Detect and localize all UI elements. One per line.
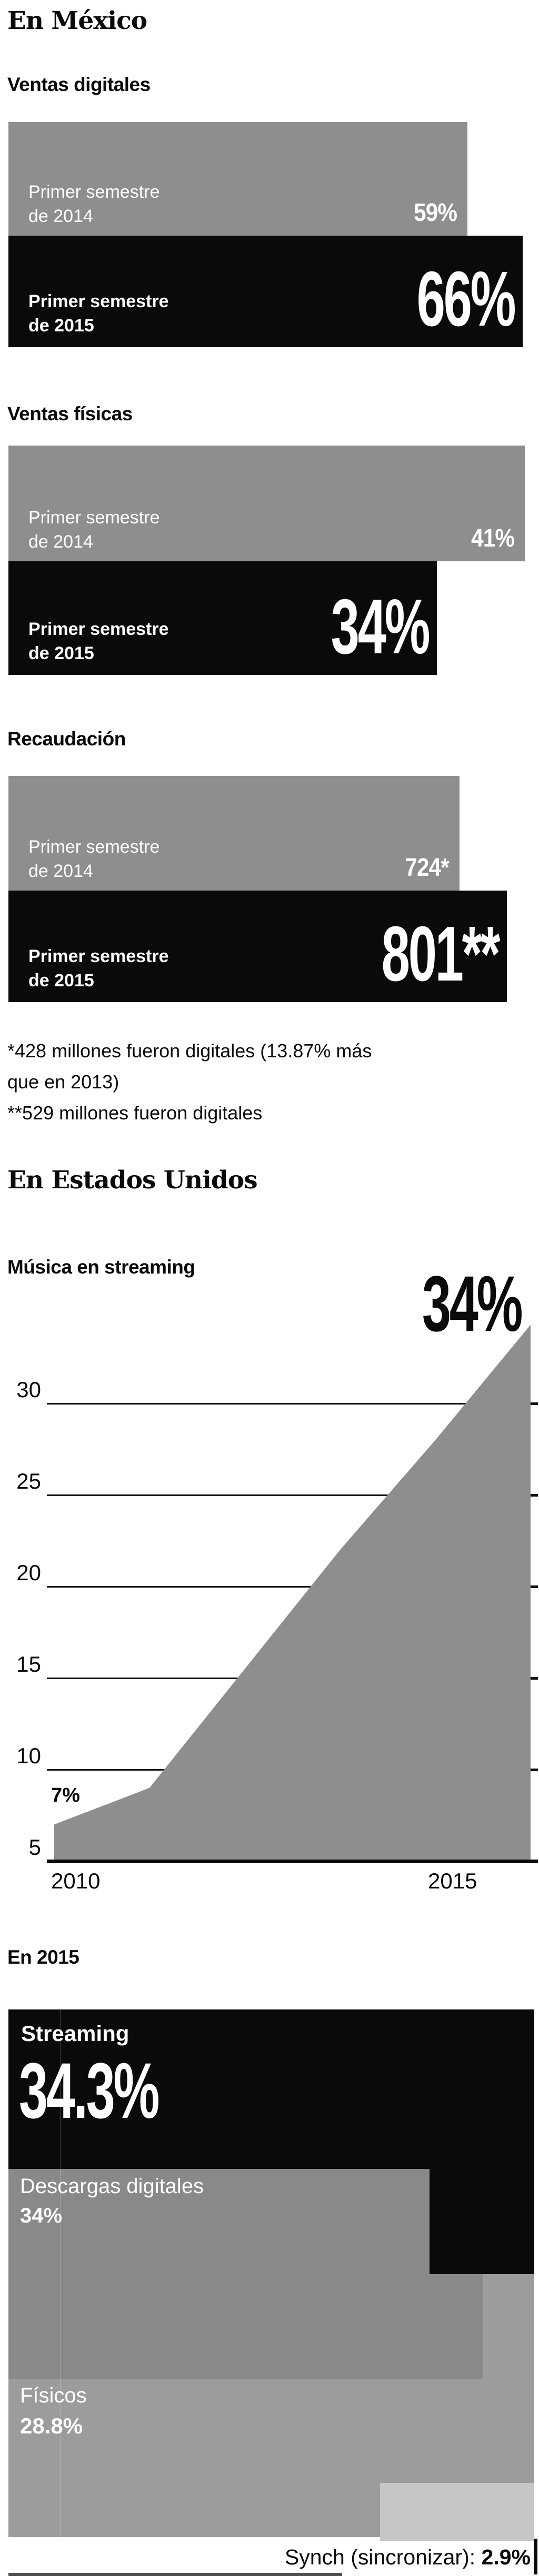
right-tick-20 (531, 1585, 538, 1588)
footnote-line: **529 millones fueron digitales (7, 1102, 263, 1124)
y-tick-label-30: 30 (16, 1377, 41, 1402)
bar-fisicas-2015: Primer semestre de 2015 34% (8, 561, 437, 675)
bar-recaudacion-2014: Primer semestre de 2014 724* (8, 776, 460, 891)
bottom-cropped-strip (8, 2573, 342, 2576)
bar-value: 66% (416, 256, 516, 342)
bar-recaudacion-2015: Primer semestre de 2015 801** (8, 891, 507, 1002)
gridline-25 (47, 1494, 531, 1496)
bar-value: 41% (471, 524, 515, 552)
bar-digitales-2014: Primer semestre de 2014 59% (8, 122, 467, 236)
treemap-synch-rect (380, 2483, 534, 2541)
treemap-streaming-label: Streaming (21, 2021, 129, 2046)
bar-fisicas-2014: Primer semestre de 2014 41% (8, 446, 525, 561)
heading-ventas-digitales: Ventas digitales (7, 74, 151, 95)
x-tick-2015: 2015 (428, 1868, 477, 1893)
bar-label: Primer semestre de 2014 (28, 508, 160, 552)
usa-title: En Estados Unidos (7, 1166, 258, 1195)
bar-value: 34% (331, 583, 430, 670)
y-tick-label-20: 20 (16, 1560, 41, 1585)
treemap-fisicos-value: 28.8% (20, 2413, 83, 2438)
treemap-descargas-rect (8, 2169, 483, 2379)
bar-value: 801** (381, 911, 500, 997)
mexico-title: En México (7, 6, 147, 35)
peak-value-label: 34% (422, 1259, 523, 1348)
right-tick-30 (531, 1402, 538, 1405)
gridline-30 (47, 1403, 531, 1405)
heading-en-2015: En 2015 (7, 1946, 79, 1968)
bar-value: 59% (414, 199, 457, 227)
footnote-line: *428 millones fueron digitales (13.87% m… (7, 1040, 372, 1062)
heading-recaudacion: Recaudación (7, 728, 126, 750)
y-tick-label-10: 10 (16, 1743, 41, 1768)
treemap-fisicos-label: Físicos (20, 2384, 87, 2407)
bar-digitales-2015: Primer semestre de 2015 66% (8, 236, 523, 347)
bar-label: Primer semestre de 2014 (28, 837, 160, 881)
y-tick-label-25: 25 (16, 1469, 41, 1493)
bar-label: Primer semestre de 2015 (28, 946, 169, 991)
treemap-synch-label: Synch (sincronizar): 2.9% (284, 2545, 531, 2569)
streaming-area-shape (54, 1325, 531, 1861)
treemap-descargas-value: 34% (20, 2204, 63, 2227)
treemap-streaming-rect-column (430, 2009, 534, 2274)
treemap-streaming-value: 34.3% (19, 2046, 160, 2135)
right-tick-15 (531, 1677, 538, 1680)
y-tick-label-15: 15 (16, 1652, 41, 1676)
footnotes: *428 millones fueron digitales (13.87% m… (7, 1035, 372, 1128)
bar-label: Primer semestre de 2015 (28, 619, 169, 663)
bar-label: Primer semestre de 2015 (28, 291, 169, 336)
gridline-20 (47, 1586, 531, 1588)
treemap-descargas-label: Descargas digitales (20, 2175, 204, 2198)
right-tick-10 (531, 1769, 538, 1771)
right-tick-25 (531, 1494, 538, 1497)
start-value-label: 7% (51, 1784, 80, 1806)
bar-label: Primer semestre de 2014 (28, 182, 160, 226)
streaming-area-svg (47, 1325, 538, 1863)
y-tick-label-5: 5 (28, 1835, 41, 1860)
treemap-synch-marker-bar (534, 2539, 537, 2574)
x-axis-baseline (47, 1860, 538, 1863)
bar-value: 724* (405, 854, 450, 882)
x-tick-2010: 2010 (51, 1868, 101, 1893)
footnote-line: que en 2013) (7, 1071, 119, 1093)
treemap-guide-line (60, 2009, 61, 2537)
heading-musica-streaming: Música en streaming (7, 1256, 195, 1278)
heading-ventas-fisicas: Ventas físicas (7, 403, 133, 425)
